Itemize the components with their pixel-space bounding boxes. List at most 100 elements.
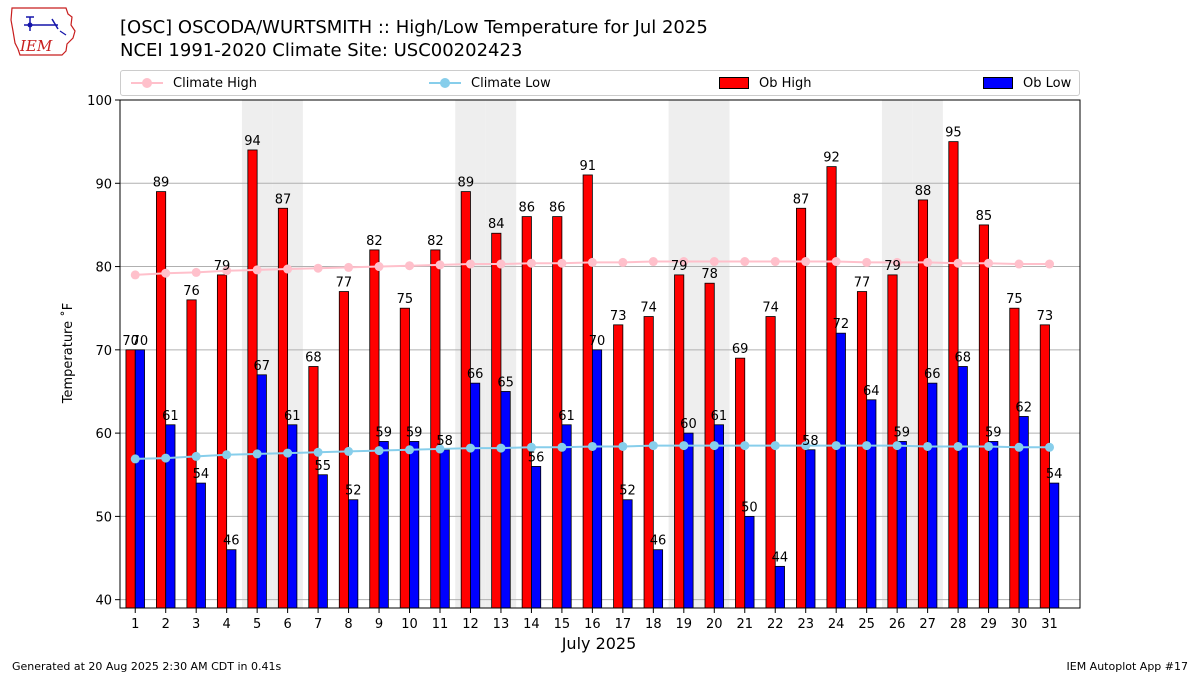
- ob-low-bar: [896, 441, 907, 609]
- climate-high-point: [892, 257, 902, 267]
- climate-high-point: [953, 258, 963, 268]
- ob-low-bar: [561, 424, 572, 609]
- climate-low-point: [984, 441, 994, 451]
- ob-low-label: 58: [802, 434, 819, 449]
- climate-low-point: [892, 441, 902, 451]
- climate-low-point: [862, 441, 872, 451]
- x-tick-label: 3: [192, 617, 200, 632]
- bars: [125, 141, 1060, 609]
- ob-low-bar: [256, 374, 267, 609]
- ob-high-label: 76: [183, 284, 200, 299]
- climate-low-point: [679, 441, 689, 451]
- ob-low-label: 52: [619, 484, 636, 499]
- ob-low-label: 66: [924, 367, 941, 382]
- ob-high-label: 77: [336, 276, 353, 291]
- y-tick-label: 40: [95, 594, 112, 609]
- climate-high-point: [283, 264, 293, 274]
- climate-high-point: [313, 263, 323, 273]
- climate-low-point: [709, 441, 719, 451]
- ob-low-label: 65: [497, 375, 514, 390]
- ob-high-bar: [735, 357, 746, 609]
- x-tick-label: 5: [253, 617, 261, 632]
- legend-swatch-ob-high: [719, 77, 749, 89]
- ob-low-label: 58: [436, 434, 453, 449]
- ob-high-label: 73: [610, 309, 627, 324]
- ob-low-bar: [226, 549, 237, 609]
- ob-high-label: 70: [122, 334, 139, 349]
- x-tick-label: 29: [980, 617, 997, 632]
- ob-low-bar: [1049, 482, 1060, 609]
- ob-low-label: 61: [558, 409, 575, 424]
- ob-low-bar: [988, 441, 999, 609]
- climate-high-point: [831, 257, 841, 267]
- x-tick-label: 1: [131, 617, 139, 632]
- climate-high-point: [435, 260, 445, 270]
- x-tick-label: 11: [432, 617, 449, 632]
- ob-low-label: 61: [162, 409, 179, 424]
- climate-high-point: [709, 257, 719, 267]
- ob-low-label: 59: [375, 425, 392, 440]
- climate-high-point: [161, 268, 171, 278]
- climate-low-point: [587, 441, 597, 451]
- legend-item-ob-high: Ob High: [719, 74, 812, 92]
- climate-high-point: [862, 257, 872, 267]
- x-tick-label: 20: [706, 617, 723, 632]
- ob-high-label: 85: [976, 209, 993, 224]
- ob-low-bar: [774, 565, 785, 609]
- ob-low-label: 70: [132, 334, 149, 349]
- x-tick-label: 15: [554, 617, 571, 632]
- ob-high-label: 95: [945, 126, 962, 141]
- ob-low-label: 46: [223, 534, 240, 549]
- ob-low-label: 61: [284, 409, 301, 424]
- climate-low-point: [557, 442, 567, 452]
- climate-high-point: [923, 257, 933, 267]
- x-tick-label: 6: [283, 617, 291, 632]
- ob-low-label: 62: [1015, 400, 1032, 415]
- x-tick-label: 12: [462, 617, 479, 632]
- ob-low-bar: [470, 382, 481, 609]
- ob-low-bar: [409, 441, 420, 609]
- ob-low-bar: [835, 332, 846, 609]
- climate-high-point: [648, 257, 658, 267]
- ob-high-bar: [582, 174, 593, 609]
- ob-low-bar: [591, 349, 603, 609]
- climate-high-point: [344, 262, 354, 272]
- ob-low-bar: [652, 549, 664, 609]
- data-labels: 70 89 76 79 94 87 68 77 82 75 82 89 84 86 86 91 73 74 79 78…: [122, 126, 1062, 566]
- climate-low-point: [923, 441, 933, 451]
- ob-high-label: 74: [762, 301, 779, 316]
- chart-subtitle: NCEI 1991-2020 Climate Site: USC00202423: [120, 40, 523, 61]
- x-tick-label: 24: [828, 617, 845, 632]
- x-tick-label: 19: [676, 617, 693, 632]
- climate-low-point: [953, 441, 963, 451]
- climate-high-point: [740, 257, 750, 267]
- ob-low-label: 50: [741, 500, 758, 515]
- climate-high-point: [252, 265, 262, 275]
- ob-high-bar: [1009, 307, 1020, 609]
- footer-app: IEM Autoplot App #17: [1066, 660, 1189, 673]
- ob-high-label: 91: [579, 159, 596, 174]
- climate-low-point: [222, 450, 232, 460]
- y-tick-label: 80: [95, 261, 112, 276]
- ob-low-bar: [622, 499, 633, 609]
- climate-high-point: [1014, 259, 1024, 269]
- x-tick-label: 16: [584, 617, 601, 632]
- ob-low-label: 60: [680, 417, 697, 432]
- ob-high-bar: [216, 274, 228, 609]
- x-tick-label: 28: [950, 617, 967, 632]
- climate-high-point: [984, 258, 994, 268]
- climate-high-point: [222, 266, 232, 276]
- legend-label: Ob Low: [1023, 75, 1072, 91]
- climate-high-point: [526, 258, 536, 268]
- y-axis-label: Temperature ˚F: [60, 303, 76, 404]
- x-tick-label: 14: [523, 617, 540, 632]
- logo-text: IEM: [19, 37, 53, 55]
- x-tick-label: 21: [736, 617, 753, 632]
- ob-low-bar: [195, 482, 206, 609]
- ob-low-label: 59: [406, 425, 423, 440]
- climate-high-point: [405, 261, 415, 271]
- climate-low-point: [496, 443, 506, 453]
- ob-high-label: 82: [427, 234, 444, 249]
- ob-high-bar: [399, 307, 410, 609]
